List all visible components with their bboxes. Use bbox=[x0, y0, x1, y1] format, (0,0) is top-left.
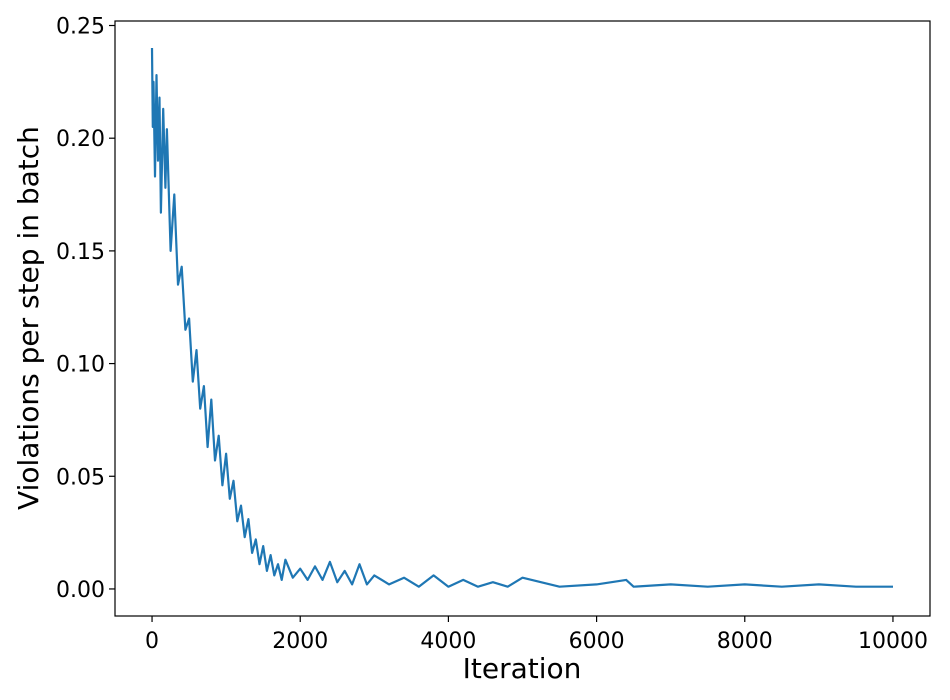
y-tick-label: 0.25 bbox=[56, 15, 105, 40]
x-tick-label: 0 bbox=[145, 629, 159, 654]
x-tick-label: 8000 bbox=[717, 629, 773, 654]
y-tick-label: 0.15 bbox=[56, 240, 105, 265]
series-layer bbox=[150, 47, 893, 588]
y-tick-label: 0.10 bbox=[56, 353, 105, 378]
plot-area bbox=[114, 20, 931, 617]
y-axis-label: Violations per step in batch bbox=[12, 126, 45, 510]
y-tick-label: 0.00 bbox=[56, 578, 105, 603]
x-axis-label: Iteration bbox=[463, 652, 582, 685]
x-tick-label: 2000 bbox=[272, 629, 328, 654]
y-axis: 0.00 0.05 0.10 0.15 0.20 0.25 bbox=[56, 15, 115, 603]
x-tick-label: 10000 bbox=[858, 629, 928, 654]
x-tick-label: 6000 bbox=[569, 629, 625, 654]
x-tick-label: 4000 bbox=[420, 629, 476, 654]
y-tick-label: 0.05 bbox=[56, 465, 105, 490]
x-axis: 0 2000 4000 6000 8000 10000 bbox=[145, 616, 928, 654]
series-line bbox=[150, 47, 893, 588]
y-tick-label: 0.20 bbox=[56, 127, 105, 152]
